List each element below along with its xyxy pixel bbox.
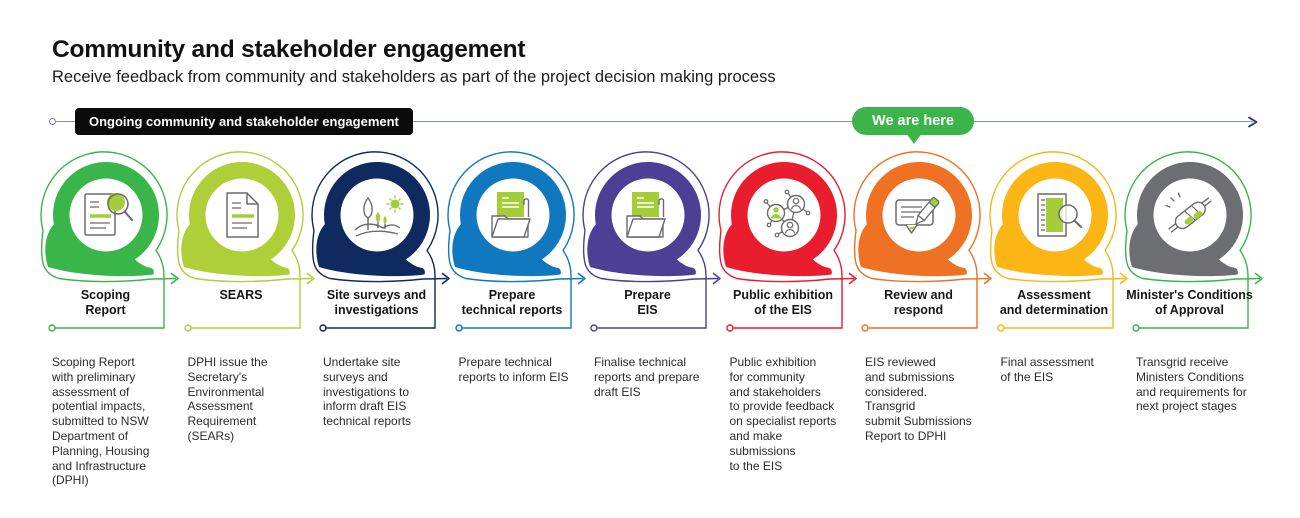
stage-teardrop xyxy=(180,161,295,277)
stage-label: SEARS xyxy=(219,288,263,302)
stage-description: Finalise technical reports and prepare d… xyxy=(594,355,700,399)
stage-label: Scoping Report xyxy=(80,288,131,317)
stage-icon-disc xyxy=(69,178,143,252)
stage-public-exhibition-of-the-eis: Public exhibition of the EIS Public exhi… xyxy=(717,150,864,510)
document-icon xyxy=(225,192,259,238)
stage-scoping-report: Scoping Report Scoping Report with preli… xyxy=(40,150,186,510)
stage-icon-disc xyxy=(340,178,414,252)
stage-assessment-and-determination: Assessment and determination Final asses… xyxy=(988,150,1135,510)
ongoing-engagement-badge: Ongoing community and stakeholder engage… xyxy=(75,108,413,135)
stage-label: Minister's Conditions of Approval xyxy=(1126,288,1253,317)
stage-label: Prepare EIS xyxy=(624,288,671,317)
stage-description: Public exhibition for community and stak… xyxy=(729,355,837,473)
stage-prepare-eis: Prepare EIS Finalise technical reports a… xyxy=(582,150,728,510)
stage-description: Final assessment of the EIS xyxy=(1000,355,1094,384)
stage-teardrop xyxy=(45,161,159,277)
stage-icon-disc xyxy=(205,178,278,252)
assessment-magnifier-icon xyxy=(1036,193,1082,237)
stage-label: Prepare technical reports xyxy=(461,288,563,317)
stage-label: Public exhibition of the EIS xyxy=(732,288,833,317)
stage-description: DPHI issue the Secretary's Environmental… xyxy=(187,355,268,443)
stage-start-dot xyxy=(1132,324,1140,332)
stage-description: EIS reviewed and submissions considered.… xyxy=(865,355,972,443)
stage-teardrop xyxy=(993,161,1108,277)
stage-icon-disc xyxy=(747,178,820,252)
stage-start-dot xyxy=(183,324,192,332)
stage-description: Scoping Report with preliminary assessme… xyxy=(52,355,150,488)
landscape-icon xyxy=(354,195,404,237)
folder-document-icon xyxy=(490,192,531,238)
stage-site-surveys-and-investigations: Site surveys and investigations Undertak… xyxy=(311,150,457,510)
stage-start-dot xyxy=(861,324,869,332)
stage-teardrop xyxy=(1129,161,1243,277)
stage-icon-disc xyxy=(1018,178,1091,252)
stage-prepare-technical-reports: Prepare technical reports Prepare techni… xyxy=(446,150,593,510)
stage-start-dot xyxy=(590,324,598,332)
stage-start-dot xyxy=(725,324,734,332)
stage-label: Assessment and determination xyxy=(999,288,1109,317)
stage-description: Prepare technical reports to inform EIS xyxy=(458,355,569,384)
stage-teardrop xyxy=(451,161,566,277)
folder-document-icon xyxy=(626,192,666,238)
feedback-pencil-icon xyxy=(895,197,940,234)
stage-graphic xyxy=(175,151,315,332)
stage-start-dot xyxy=(996,324,1005,332)
stage-start-dot xyxy=(454,324,463,332)
page-subtitle: Receive feedback from community and stak… xyxy=(52,68,776,86)
stage-icon-disc xyxy=(882,178,956,252)
stage-description: Undertake site surveys and investigation… xyxy=(323,355,412,429)
stage-icon-disc xyxy=(611,178,685,252)
stage-description: Transgrid receive Ministers Conditions a… xyxy=(1136,355,1247,414)
document-magnifier-icon xyxy=(84,193,133,236)
we-are-here-badge: We are here xyxy=(852,107,974,135)
we-are-here-badge-tail xyxy=(906,133,922,144)
stage-teardrop xyxy=(587,161,701,277)
stage-label: Site surveys and investigations xyxy=(326,288,427,317)
stage-start-dot xyxy=(319,324,327,332)
timeline-arrow-icon xyxy=(1248,116,1258,128)
stage-arrow-icon xyxy=(1254,272,1263,285)
stage-icon-disc xyxy=(476,178,549,252)
stage-teardrop xyxy=(316,161,430,277)
stage-sears: SEARS DPHI issue the Secretary's Environ… xyxy=(175,150,322,510)
stage-label: Review and respond xyxy=(884,288,953,317)
stage-review-and-respond: Review and respond EIS reviewed and subm… xyxy=(853,150,999,510)
stage-icon-disc xyxy=(1153,178,1227,252)
stage-ministers-conditions-of-approval: Minister's Conditions of Approval Transg… xyxy=(1124,150,1270,510)
stage-teardrop xyxy=(858,161,972,277)
stage-start-dot xyxy=(48,324,56,332)
people-network-icon xyxy=(763,189,810,238)
handshake-icon xyxy=(1165,192,1212,233)
timeline-line xyxy=(55,121,1253,122)
page-title: Community and stakeholder engagement xyxy=(52,36,526,63)
stage-teardrop xyxy=(722,161,837,277)
